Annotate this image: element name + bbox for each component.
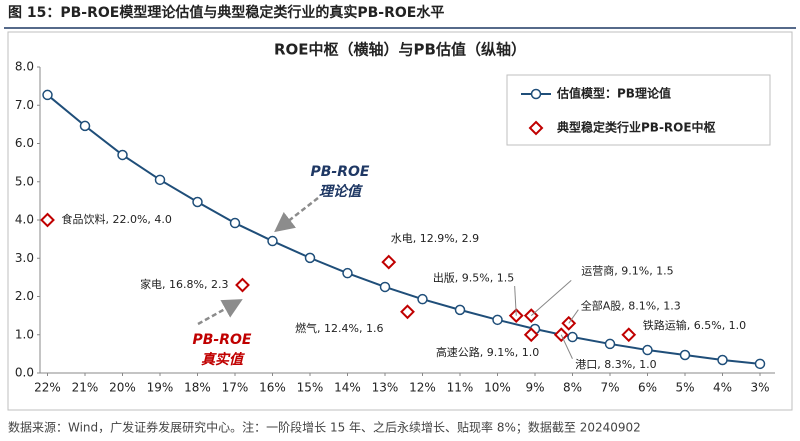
chart-title: ROE中枢（横轴）与PB估值（纵轴） xyxy=(274,41,526,59)
x-tick-label: 18% xyxy=(184,381,211,395)
x-tick-label: 13% xyxy=(372,381,399,395)
x-tick-label: 12% xyxy=(409,381,436,395)
diamond xyxy=(621,327,637,343)
legend-label: 估值模型：PB理论值 xyxy=(556,86,671,101)
x-tick-label: 9% xyxy=(525,381,544,395)
y-tick-label: 2.0 xyxy=(15,289,34,303)
y-tick-label: 5.0 xyxy=(15,174,34,188)
point xyxy=(192,196,203,208)
x-tick-label: 22% xyxy=(34,381,61,395)
data-label: 食品饮料, 22.0%, 4.0 xyxy=(62,212,172,226)
point xyxy=(154,174,166,186)
x-tick-label: 4% xyxy=(713,381,732,395)
caption: 图 15：PB-ROE模型理论估值与典型稳定类行业的真实PB-ROE水平 xyxy=(8,4,444,21)
frame xyxy=(7,31,793,411)
leader-line xyxy=(530,280,572,317)
x-tick-label: 21% xyxy=(72,381,99,395)
x-tick-label: 7% xyxy=(600,381,619,395)
line xyxy=(46,94,761,365)
legend-box xyxy=(506,74,771,146)
x-tick-label: 19% xyxy=(147,381,174,395)
diamond xyxy=(381,254,397,270)
x-tick-label: 15% xyxy=(297,381,324,395)
leader-line xyxy=(568,309,579,324)
x-tick-label: 5% xyxy=(675,381,694,395)
x-tick-label: 3% xyxy=(750,381,769,395)
legend-marker xyxy=(530,88,542,100)
legend-label: 典型稳定类行业PB-ROE中枢 xyxy=(557,120,716,135)
x-tick-label: 10% xyxy=(484,381,511,395)
data-label: 全部A股, 8.1%, 1.3 xyxy=(581,298,681,312)
leader-line xyxy=(560,334,573,359)
data-label: 水电, 12.9%, 2.9 xyxy=(391,232,479,245)
annotation: PB-ROE xyxy=(311,164,370,180)
point xyxy=(604,338,616,350)
source-note: 数据来源：Wind，广发证券发展研究中心。注：一阶段增长 15 年、之后永续增长… xyxy=(8,420,641,435)
diamond xyxy=(40,212,55,228)
point xyxy=(342,267,353,279)
point xyxy=(492,314,503,326)
annotation: 理论值 xyxy=(319,183,363,200)
point xyxy=(642,344,653,356)
x-tick-label: 14% xyxy=(334,381,361,395)
data-label: 家电, 16.8%, 2.3 xyxy=(140,277,228,291)
point xyxy=(79,120,91,132)
data-label: 燃气, 12.4%, 1.6 xyxy=(295,321,383,335)
point xyxy=(267,235,278,247)
annotation: 真实值 xyxy=(201,351,245,368)
y-tick-label: 1.0 xyxy=(15,327,34,341)
y-tick-label: 0.0 xyxy=(15,366,34,380)
y-tick-label: 4.0 xyxy=(15,213,34,227)
data-label: 铁路运输, 6.5%, 1.0 xyxy=(643,318,746,332)
data-label: 高速公路, 9.1%, 1.0 xyxy=(436,345,539,359)
x-tick-label: 16% xyxy=(259,381,286,395)
diamond xyxy=(235,277,250,293)
y-tick-label: 7.0 xyxy=(15,98,34,112)
point xyxy=(42,89,53,101)
arrow xyxy=(274,197,319,233)
annotation: PB-ROE xyxy=(193,332,252,348)
x-tick-label: 6% xyxy=(638,381,657,395)
x-tick-label: 20% xyxy=(109,381,136,395)
y-tick-label: 8.0 xyxy=(15,60,34,74)
point xyxy=(304,252,316,264)
point xyxy=(567,331,578,343)
point xyxy=(379,281,391,293)
x-tick-label: 8% xyxy=(563,381,582,395)
point xyxy=(117,149,128,161)
data-label: 港口, 8.3%, 1.0 xyxy=(575,358,656,371)
point xyxy=(229,217,241,229)
x-tick-label: 11% xyxy=(447,381,474,395)
data-label: 运营商, 9.1%, 1.5 xyxy=(581,264,673,278)
y-tick-label: 3.0 xyxy=(15,251,34,265)
point xyxy=(717,354,728,366)
leader-line xyxy=(514,285,517,316)
x-tick-label: 17% xyxy=(222,381,249,395)
point xyxy=(454,304,466,316)
data-label: 出版, 9.5%, 1.5 xyxy=(433,271,514,285)
point xyxy=(754,358,766,370)
y-tick-label: 6.0 xyxy=(15,136,34,150)
legend-marker xyxy=(528,120,544,136)
diamond xyxy=(523,327,539,343)
diamond xyxy=(400,304,415,320)
point xyxy=(417,293,428,305)
point xyxy=(679,349,691,361)
arrow xyxy=(197,299,243,326)
